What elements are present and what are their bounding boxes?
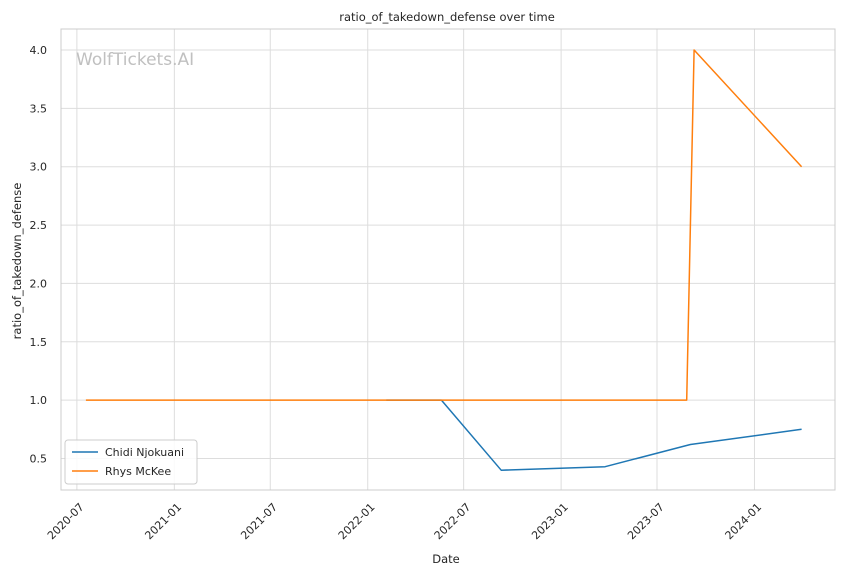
- legend-label-rhys-mckee: Rhys McKee: [105, 465, 171, 478]
- legend-box: [64, 439, 198, 485]
- series-line-rhys-mckee: [85, 49, 803, 401]
- plot-frame: [60, 28, 836, 491]
- y-tick-label: 3.0: [30, 161, 48, 174]
- y-tick-label: 1.5: [30, 336, 48, 349]
- x-axis-label: Date: [432, 552, 460, 566]
- y-tick-label: 4.0: [30, 44, 48, 57]
- y-tick-label: 2.5: [30, 219, 48, 232]
- y-tick-label: 3.5: [30, 102, 48, 115]
- legend: Chidi Njokuani Rhys McKee: [64, 439, 198, 485]
- y-tick-label: 1.0: [30, 394, 48, 407]
- y-tick-label: 2.0: [30, 277, 48, 290]
- y-tick-label: 0.5: [30, 452, 48, 465]
- series-lines: [85, 49, 803, 471]
- y-axis-label: ratio_of_takedown_defense: [10, 183, 24, 340]
- grid: [61, 29, 835, 490]
- legend-label-chidi-njokuani: Chidi Njokuani: [105, 446, 184, 459]
- chart-title: ratio_of_takedown_defense over time: [339, 10, 555, 24]
- watermark-text: WolfTickets.AI: [76, 50, 194, 70]
